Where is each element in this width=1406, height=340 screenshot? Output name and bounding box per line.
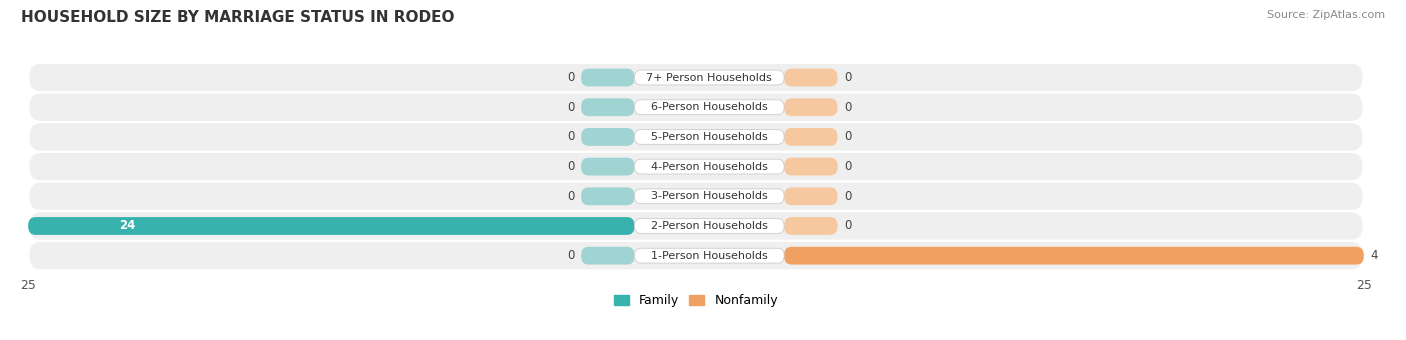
FancyBboxPatch shape	[634, 219, 785, 233]
FancyBboxPatch shape	[634, 248, 785, 263]
Text: 1-Person Households: 1-Person Households	[651, 251, 768, 261]
Text: 0: 0	[567, 249, 575, 262]
FancyBboxPatch shape	[30, 242, 1362, 269]
FancyBboxPatch shape	[581, 158, 634, 175]
FancyBboxPatch shape	[581, 187, 634, 205]
FancyBboxPatch shape	[634, 130, 785, 144]
Text: 4: 4	[1371, 249, 1378, 262]
FancyBboxPatch shape	[30, 64, 1362, 91]
FancyBboxPatch shape	[581, 247, 634, 265]
FancyBboxPatch shape	[30, 183, 1362, 210]
Text: 0: 0	[844, 220, 852, 233]
FancyBboxPatch shape	[30, 153, 1362, 180]
Legend: Family, Nonfamily: Family, Nonfamily	[609, 289, 783, 312]
Text: 0: 0	[844, 71, 852, 84]
Text: 0: 0	[844, 190, 852, 203]
Text: 0: 0	[567, 101, 575, 114]
Text: 3-Person Households: 3-Person Households	[651, 191, 768, 201]
FancyBboxPatch shape	[581, 98, 634, 116]
Text: 0: 0	[844, 131, 852, 143]
Text: 6-Person Households: 6-Person Households	[651, 102, 768, 112]
FancyBboxPatch shape	[785, 128, 838, 146]
FancyBboxPatch shape	[30, 212, 1362, 240]
Text: 4-Person Households: 4-Person Households	[651, 162, 768, 172]
Text: 5-Person Households: 5-Person Households	[651, 132, 768, 142]
Text: 0: 0	[567, 160, 575, 173]
FancyBboxPatch shape	[30, 94, 1362, 121]
FancyBboxPatch shape	[785, 158, 838, 175]
FancyBboxPatch shape	[634, 159, 785, 174]
FancyBboxPatch shape	[785, 247, 1364, 265]
Text: Source: ZipAtlas.com: Source: ZipAtlas.com	[1267, 10, 1385, 20]
Text: 0: 0	[844, 160, 852, 173]
FancyBboxPatch shape	[785, 217, 838, 235]
Text: 2-Person Households: 2-Person Households	[651, 221, 768, 231]
FancyBboxPatch shape	[785, 69, 838, 86]
FancyBboxPatch shape	[581, 128, 634, 146]
Text: 0: 0	[567, 131, 575, 143]
Text: 7+ Person Households: 7+ Person Households	[647, 72, 772, 83]
Text: 0: 0	[844, 101, 852, 114]
FancyBboxPatch shape	[785, 187, 838, 205]
FancyBboxPatch shape	[30, 123, 1362, 151]
Text: HOUSEHOLD SIZE BY MARRIAGE STATUS IN RODEO: HOUSEHOLD SIZE BY MARRIAGE STATUS IN ROD…	[21, 10, 454, 25]
FancyBboxPatch shape	[581, 69, 634, 86]
FancyBboxPatch shape	[634, 100, 785, 115]
Text: 24: 24	[120, 220, 135, 233]
FancyBboxPatch shape	[785, 98, 838, 116]
Text: 0: 0	[567, 71, 575, 84]
Text: 0: 0	[567, 190, 575, 203]
FancyBboxPatch shape	[634, 70, 785, 85]
FancyBboxPatch shape	[28, 217, 634, 235]
FancyBboxPatch shape	[634, 189, 785, 204]
